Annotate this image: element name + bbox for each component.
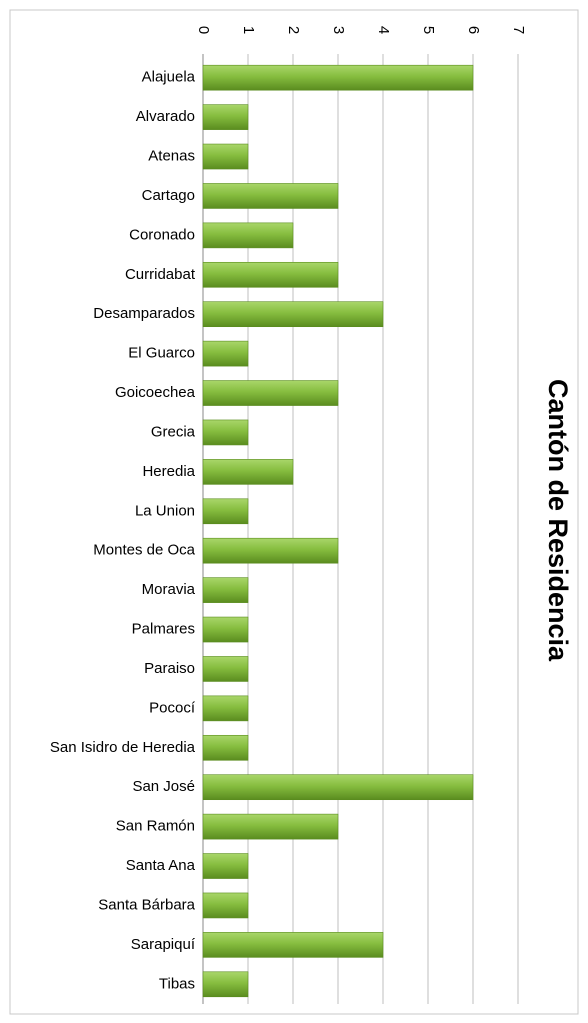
y-tick-label: Paraiso bbox=[144, 660, 195, 677]
y-tick-label: San Isidro de Heredia bbox=[50, 739, 196, 756]
y-tick-label: Sarapiquí bbox=[131, 936, 196, 953]
bar bbox=[202, 616, 249, 643]
bar bbox=[202, 459, 294, 485]
y-tick-label: Santa Bárbara bbox=[98, 896, 195, 913]
y-tick-label: Grecia bbox=[151, 423, 196, 440]
bar bbox=[202, 656, 249, 682]
bar bbox=[202, 774, 474, 801]
bar bbox=[202, 892, 249, 919]
y-tick-label: San Ramón bbox=[116, 818, 195, 835]
bar bbox=[202, 853, 249, 879]
bar bbox=[202, 932, 384, 958]
bar bbox=[202, 419, 249, 446]
y-tick-label: Tibas bbox=[159, 975, 195, 992]
x-tick-label: 0 bbox=[195, 26, 212, 34]
bar bbox=[202, 380, 339, 406]
bar bbox=[202, 104, 249, 130]
y-tick-label: Moravia bbox=[142, 581, 196, 598]
frame bbox=[9, 9, 579, 1015]
y-tick-label: Alvarado bbox=[136, 108, 195, 125]
y-tick-label: Heredia bbox=[142, 463, 195, 480]
bar bbox=[202, 64, 474, 91]
y-tick-label: El Guarco bbox=[128, 345, 195, 362]
x-tick-label: 3 bbox=[330, 26, 347, 34]
y-tick-label: Pococí bbox=[149, 699, 196, 716]
y-tick-label: Curridabat bbox=[125, 266, 196, 283]
bar bbox=[202, 340, 249, 367]
x-tick-label: 6 bbox=[465, 26, 482, 34]
chart-title: Cantón de Residencia bbox=[543, 379, 573, 662]
bar bbox=[202, 143, 249, 170]
y-tick-label: Alajuela bbox=[142, 69, 196, 86]
y-tick-label: La Union bbox=[135, 502, 195, 519]
y-tick-label: Goicoechea bbox=[115, 384, 196, 401]
x-tick-label: 7 bbox=[510, 26, 527, 34]
y-tick-label: Atenas bbox=[148, 148, 195, 165]
y-tick-label: Coronado bbox=[129, 226, 195, 243]
y-tick-label: Montes de Oca bbox=[93, 542, 195, 559]
x-tick-label: 1 bbox=[240, 26, 257, 34]
bar bbox=[202, 971, 249, 998]
y-tick-label: Desamparados bbox=[93, 305, 195, 322]
y-tick-label: Palmares bbox=[132, 621, 195, 638]
bar bbox=[202, 537, 339, 564]
bar bbox=[202, 577, 249, 603]
y-tick-label: Cartago bbox=[142, 187, 195, 204]
bar bbox=[202, 734, 249, 761]
y-tick-label: Santa Ana bbox=[126, 857, 196, 874]
y-tick-label: San José bbox=[132, 778, 195, 795]
x-tick-label: 2 bbox=[285, 26, 302, 34]
bar bbox=[202, 222, 294, 249]
x-tick-label: 5 bbox=[420, 26, 437, 34]
x-tick-label: 4 bbox=[375, 26, 392, 34]
bar bbox=[202, 301, 384, 328]
bar bbox=[202, 695, 249, 722]
bar bbox=[202, 183, 339, 209]
bar bbox=[202, 813, 339, 840]
bar bbox=[202, 498, 249, 525]
bar bbox=[202, 261, 339, 288]
